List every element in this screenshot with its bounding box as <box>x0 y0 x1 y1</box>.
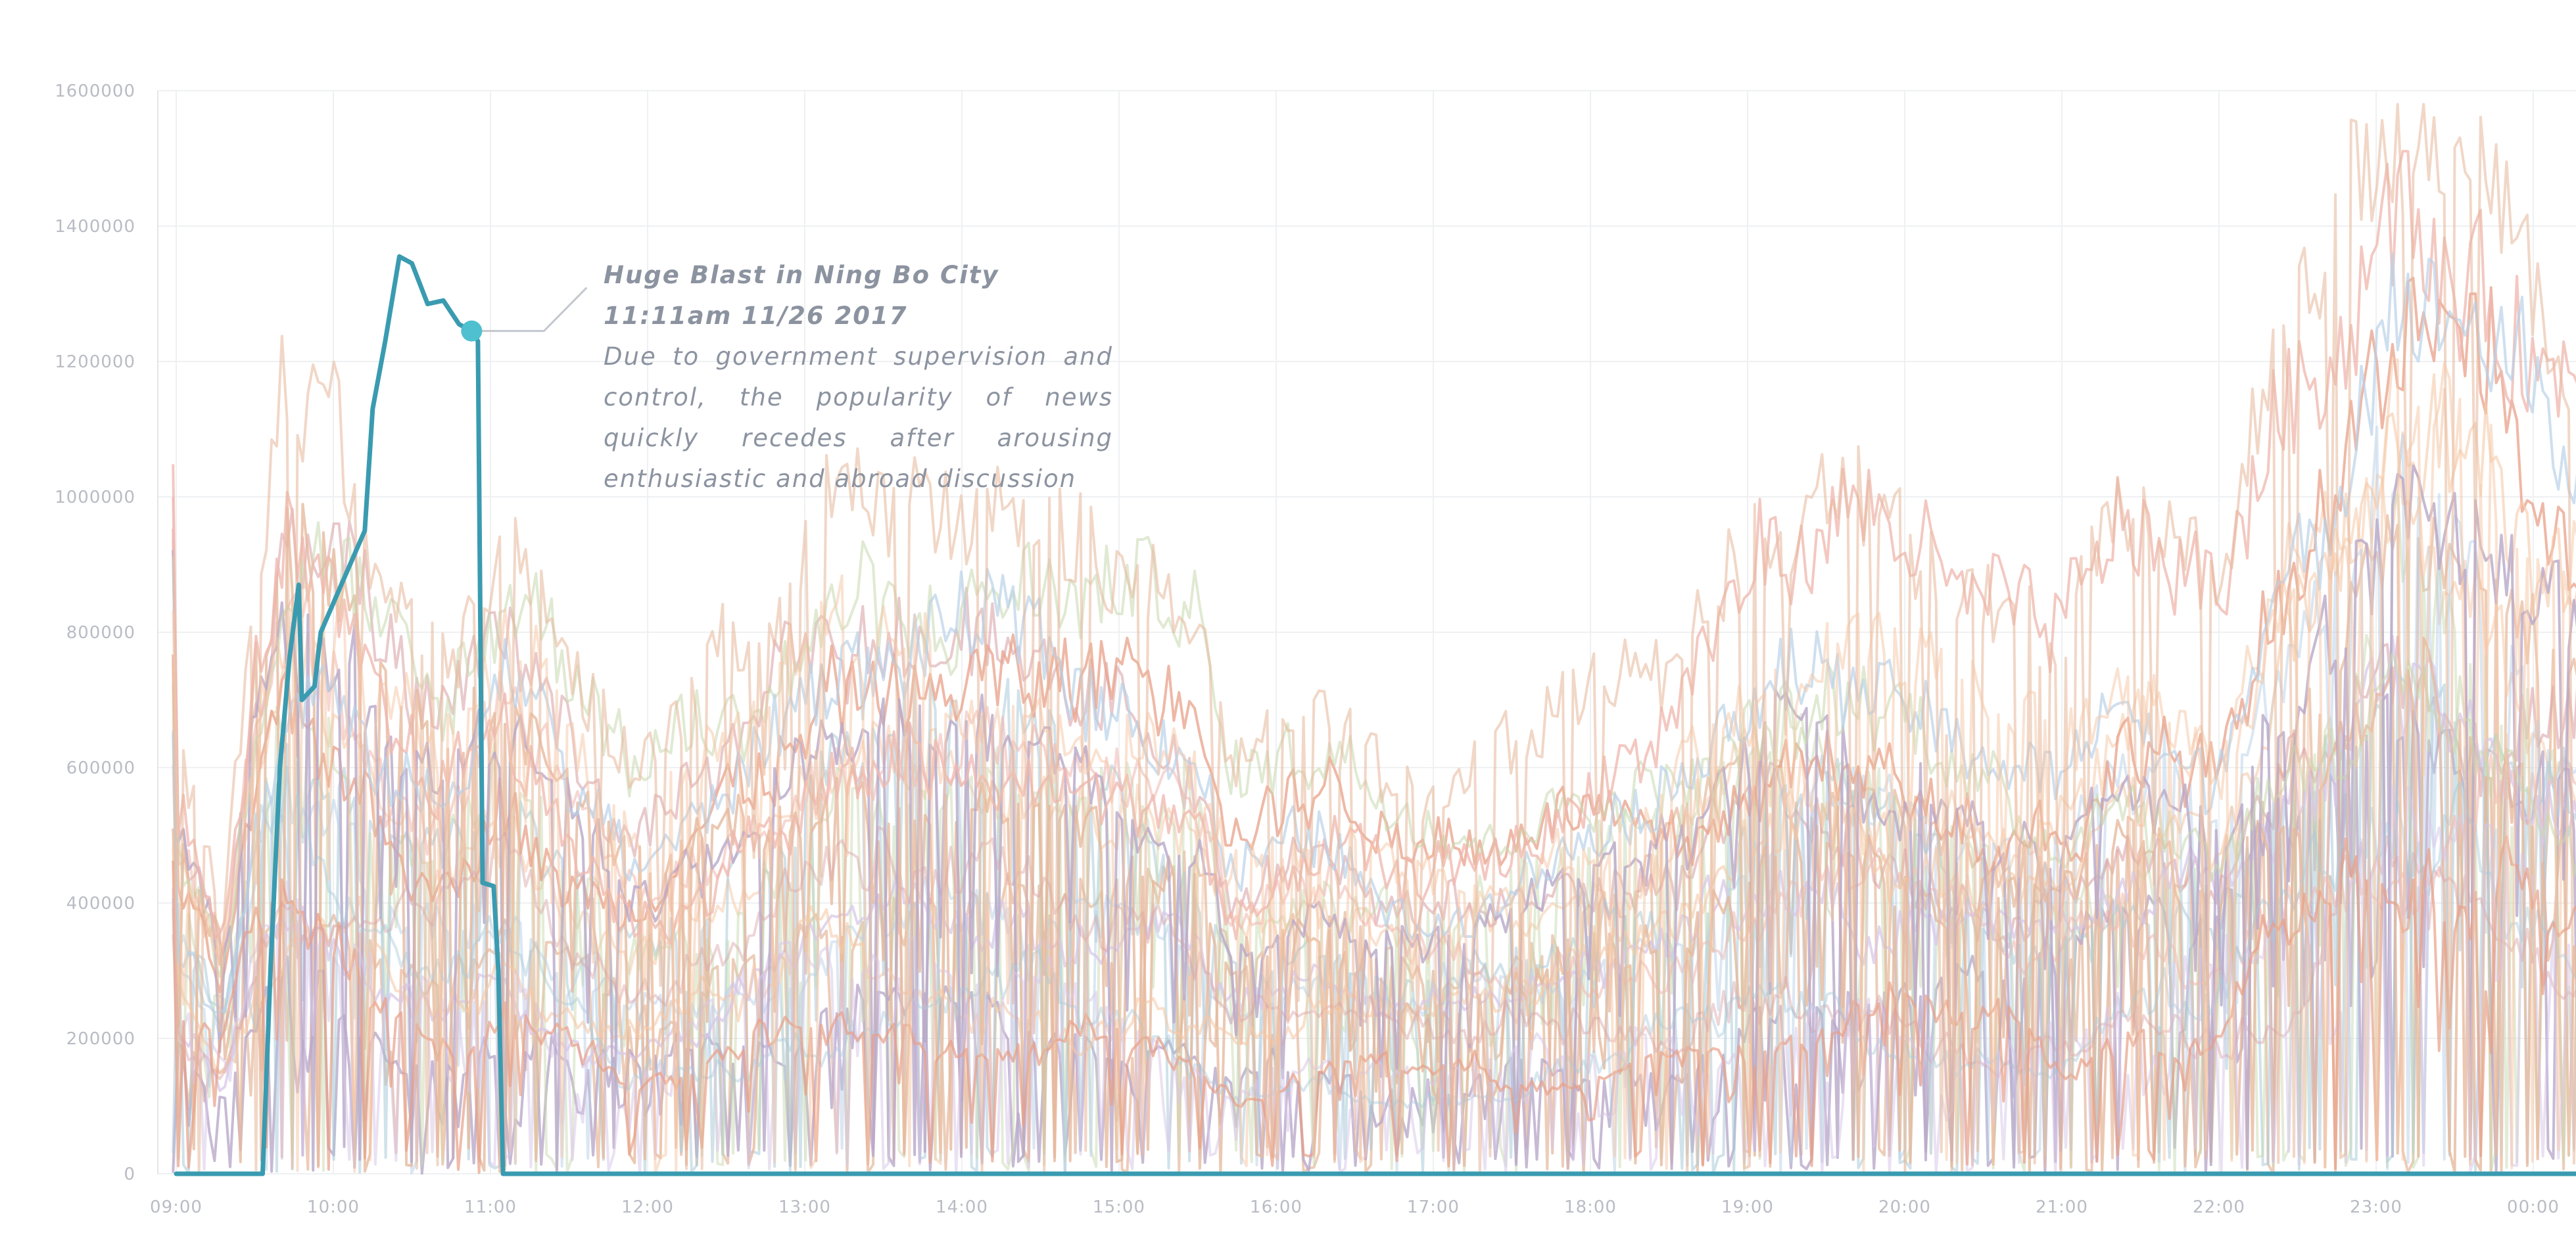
x-tick-label: 13:00 <box>778 1197 831 1217</box>
annotation-marker[interactable] <box>461 320 483 342</box>
highlight-series-line <box>174 254 2576 1176</box>
background-series-line <box>172 835 2576 1174</box>
x-tick-label: 17:00 <box>1407 1197 1460 1217</box>
background-series-line <box>172 149 2576 945</box>
background-series-line <box>172 503 2576 1175</box>
y-tick-label: 200000 <box>66 1029 135 1049</box>
background-series-line <box>172 252 2576 1014</box>
x-tick-label: 18:00 <box>1564 1197 1617 1217</box>
y-axis-ticks: 0 200000 400000 600000 800000 1000000 1200000 1… <box>55 81 135 1184</box>
x-tick-label: 16:00 <box>1250 1197 1302 1217</box>
background-series-line <box>172 785 2576 1175</box>
background-series-line <box>172 425 2576 1175</box>
y-tick-label: 400000 <box>66 894 135 914</box>
y-tick-label: 800000 <box>66 623 135 643</box>
y-tick-label: 600000 <box>66 758 135 778</box>
background-series-line <box>172 103 2576 1175</box>
x-axis-ticks: 09:00 10:00 11:00 12:00 13:00 14:00 15:00 16:00… <box>150 1197 2560 1217</box>
x-tick-label: 11:00 <box>464 1197 517 1217</box>
x-tick-label: 09:00 <box>150 1197 203 1217</box>
background-series-line <box>172 493 2576 1174</box>
x-tick-label: 12:00 <box>621 1197 674 1217</box>
y-tick-label: 1400000 <box>55 217 135 237</box>
x-tick-label: 15:00 <box>1093 1197 1145 1217</box>
y-tick-label: 1200000 <box>55 352 135 372</box>
background-series-line <box>172 277 2576 994</box>
x-tick-label: 21:00 <box>2036 1197 2088 1217</box>
y-tick-label: 0 <box>124 1165 135 1184</box>
background-series-line <box>172 356 2576 1175</box>
x-tick-label: 14:00 <box>936 1197 988 1217</box>
annotation-title: Huge Blast in Ning Bo City <box>604 261 999 289</box>
x-tick-label: 10:00 <box>307 1197 360 1217</box>
annotation-callout <box>461 287 588 342</box>
x-tick-label: 19:00 <box>1721 1197 1774 1217</box>
annotation-description: Due to government supervision and contro… <box>604 342 1113 493</box>
annotation-text: Huge Blast in Ning Bo City 11:11am 11/26… <box>604 255 1113 499</box>
y-tick-label: 1600000 <box>55 81 135 101</box>
x-tick-label: 23:00 <box>2350 1197 2402 1217</box>
highlight-series <box>174 254 2576 1176</box>
x-tick-label: 00:00 <box>2507 1197 2560 1217</box>
annotation-datetime: 11:11am 11/26 2017 <box>604 302 908 330</box>
background-series-line <box>172 497 2576 999</box>
y-tick-label: 1000000 <box>55 488 135 507</box>
background-series <box>172 103 2576 1175</box>
annotation-leader-line <box>471 287 588 333</box>
x-tick-label: 20:00 <box>1878 1197 1931 1217</box>
x-tick-label: 22:00 <box>2193 1197 2245 1217</box>
